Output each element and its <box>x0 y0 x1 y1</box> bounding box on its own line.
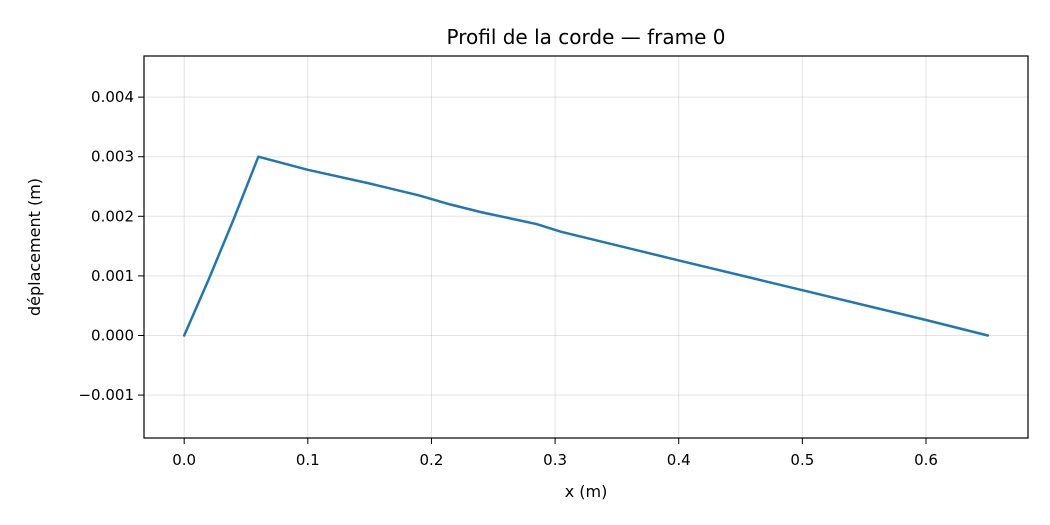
y-tick-label: 0.002 <box>91 207 134 225</box>
y-tick-label: 0.000 <box>91 326 134 344</box>
y-tick-label: 0.004 <box>91 88 134 106</box>
grid-lines <box>144 56 1028 438</box>
x-tick-label: 0.3 <box>543 451 567 469</box>
y-tick-label: 0.003 <box>91 148 134 166</box>
series-layer <box>182 155 990 337</box>
x-tick-label: 0.2 <box>420 451 444 469</box>
chart-title: Profil de la corde — frame 0 <box>447 25 726 49</box>
x-tick-label: 0.1 <box>296 451 320 469</box>
x-tick-label: 0.4 <box>667 451 691 469</box>
series-line <box>182 155 990 337</box>
x-tick-label: 0.6 <box>914 451 938 469</box>
y-tick-label: 0.001 <box>91 267 134 285</box>
x-axis-label: x (m) <box>565 482 608 501</box>
x-tick-label: 0.5 <box>790 451 814 469</box>
x-axis: 0.0 0.1 0.2 0.3 0.4 0.5 0.6 <box>172 438 938 469</box>
y-axis: −0.001 0.000 0.001 0.002 0.003 0.004 <box>78 88 144 404</box>
y-axis-label: déplacement (m) <box>25 178 44 316</box>
plot-frame <box>143 55 1029 439</box>
x-tick-label: 0.0 <box>172 451 196 469</box>
y-tick-label: −0.001 <box>78 386 134 404</box>
